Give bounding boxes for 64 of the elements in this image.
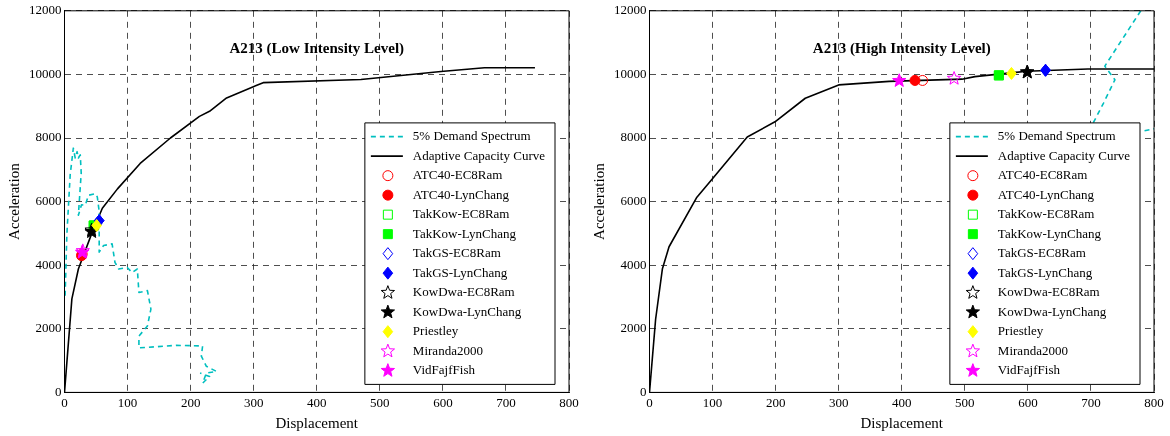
y-tick-label: 12000 bbox=[29, 2, 62, 18]
x-tick-label: 600 bbox=[433, 394, 453, 410]
x-tick-label: 300 bbox=[243, 394, 264, 410]
y-tick-label: 2000 bbox=[35, 320, 62, 336]
legend-label: TakGS-LynChang bbox=[997, 264, 1093, 280]
legend-label: 5% Demand Spectrum bbox=[412, 128, 531, 144]
y-tick-label: 6000 bbox=[35, 193, 62, 209]
legend-label: Priestley bbox=[997, 323, 1044, 339]
x-tick-label: 600 bbox=[1018, 394, 1038, 410]
y-tick-label: 10000 bbox=[614, 65, 647, 81]
legend-label: KowDwa-LynChang bbox=[997, 303, 1107, 319]
legend-label: ATC40-EC8Ram bbox=[412, 167, 503, 183]
x-tick-label: 500 bbox=[955, 394, 975, 410]
legend-label: Miranda2000 bbox=[997, 342, 1068, 358]
legend-label: Adaptive Capacity Curve bbox=[997, 147, 1131, 163]
y-tick-label: 4000 bbox=[35, 256, 62, 272]
legend-label: VidFajfFish bbox=[412, 362, 476, 378]
x-axis-title: Displacement bbox=[275, 414, 359, 431]
legend-label: ATC40-LynChang bbox=[412, 186, 510, 202]
x-axis-title: Displacement bbox=[860, 414, 944, 431]
x-tick-label: 700 bbox=[496, 394, 516, 410]
legend-label: TakKow-LynChang bbox=[412, 225, 517, 241]
x-tick-label: 300 bbox=[828, 394, 849, 410]
legend-label: TakGS-EC8Ram bbox=[997, 245, 1086, 261]
y-tick-label: 8000 bbox=[620, 129, 647, 145]
x-tick-label: 500 bbox=[370, 394, 390, 410]
y-tick-label: 4000 bbox=[620, 256, 647, 272]
y-tick-label: 6000 bbox=[620, 193, 647, 209]
x-tick-label: 200 bbox=[180, 394, 201, 410]
y-tick-label: 0 bbox=[640, 383, 647, 399]
legend-label: VidFajfFish bbox=[997, 362, 1061, 378]
x-tick-label: 100 bbox=[117, 394, 138, 410]
y-tick-label: 12000 bbox=[614, 2, 647, 18]
y-tick-label: 0 bbox=[55, 383, 62, 399]
legend-label: KowDwa-LynChang bbox=[412, 303, 522, 319]
x-tick-label: 800 bbox=[559, 394, 579, 410]
y-tick-label: 8000 bbox=[35, 129, 62, 145]
legend-label: Adaptive Capacity Curve bbox=[412, 147, 546, 163]
x-tick-label: 400 bbox=[307, 394, 327, 410]
legend-label: Priestley bbox=[412, 323, 459, 339]
legend-label: KowDwa-EC8Ram bbox=[412, 284, 515, 300]
legend-label: ATC40-EC8Ram bbox=[997, 167, 1088, 183]
text: A213 (High Intensity Level) bbox=[812, 39, 991, 57]
x-tick-label: 100 bbox=[702, 394, 723, 410]
legend-label: TakKow-EC8Ram bbox=[997, 206, 1095, 222]
legend-label: TakGS-LynChang bbox=[412, 264, 508, 280]
legend-label: Miranda2000 bbox=[412, 342, 483, 358]
legend-label: 5% Demand Spectrum bbox=[997, 128, 1116, 144]
line-series bbox=[64, 147, 218, 384]
legend-label: ATC40-LynChang bbox=[997, 186, 1095, 202]
y-axis-title: Acceleration bbox=[590, 162, 607, 240]
line-series bbox=[1092, 10, 1142, 125]
y-tick-label: 10000 bbox=[29, 65, 62, 81]
x-tick-label: 400 bbox=[892, 394, 912, 410]
legend-label: KowDwa-EC8Ram bbox=[997, 284, 1100, 300]
legend-label: TakKow-LynChang bbox=[997, 225, 1102, 241]
x-tick-label: 700 bbox=[1081, 394, 1101, 410]
legend-label: TakKow-EC8Ram bbox=[412, 206, 510, 222]
legend-label: TakGS-EC8Ram bbox=[412, 245, 501, 261]
y-tick-label: 2000 bbox=[620, 320, 647, 336]
y-axis-title: Acceleration bbox=[5, 162, 22, 240]
x-tick-label: 200 bbox=[765, 394, 786, 410]
text: A213 (Low Intensity Level) bbox=[229, 39, 405, 57]
x-tick-label: 800 bbox=[1144, 394, 1164, 410]
